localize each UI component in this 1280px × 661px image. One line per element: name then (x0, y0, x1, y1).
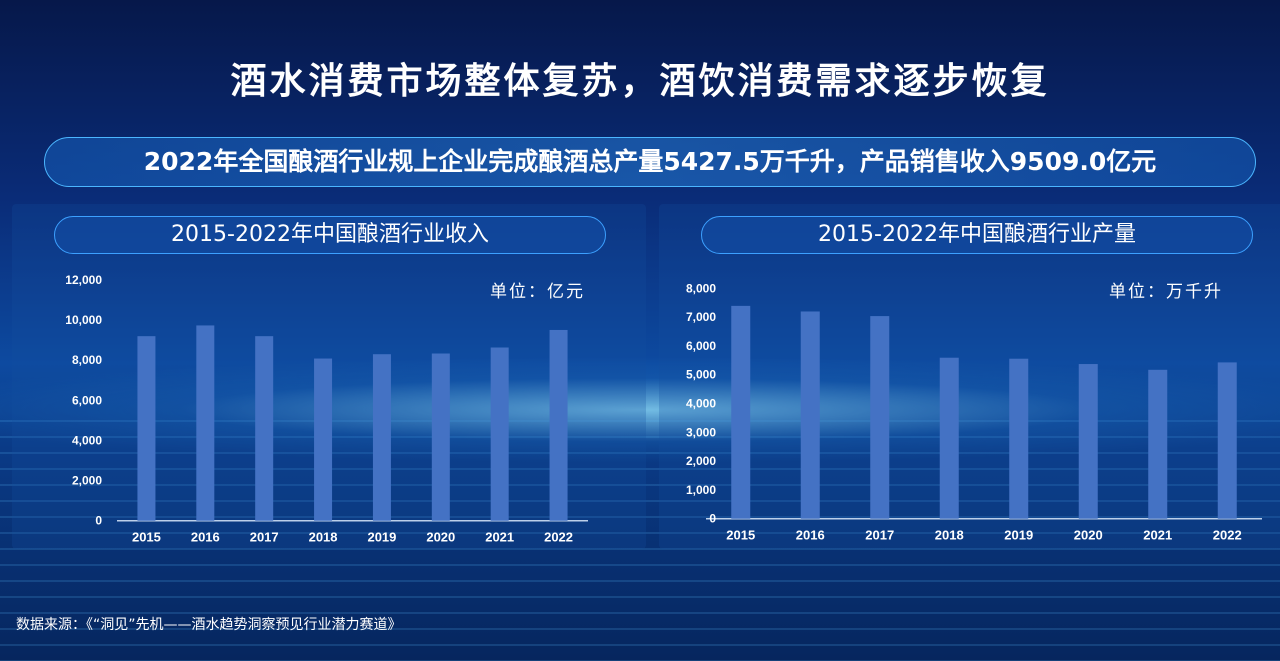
bar-2022 (549, 329, 568, 521)
bar-2020 (431, 353, 450, 521)
x-tick-label: 2021 (485, 530, 514, 545)
x-tick-label: 2019 (1004, 528, 1033, 543)
y-tick-label: 4,000 (686, 397, 716, 411)
page-title: 酒水消费市场整体复苏，酒饮消费需求逐步恢复 (230, 61, 1050, 102)
output-chart-title: 2015-2022年中国酿酒行业产量 (701, 216, 1253, 254)
bar-2016 (800, 311, 820, 519)
bar-2018 (314, 358, 333, 521)
x-tick-label: 2018 (935, 528, 964, 543)
data-source: 数据来源：《“洞见”先机——酒水趋势洞察预见行业潜力赛道》 (16, 617, 402, 633)
x-tick-label: 2022 (544, 530, 573, 545)
y-tick-label: 6,000 (686, 339, 716, 353)
x-tick-label: 2016 (796, 528, 825, 543)
y-tick-label: 3,000 (686, 425, 716, 439)
bar-2017 (870, 316, 890, 519)
y-tick-label: 1,000 (686, 483, 716, 497)
bar-2021 (1148, 369, 1168, 519)
bar-2016 (196, 325, 215, 521)
x-tick-label: 2018 (309, 530, 338, 545)
summary-banner: 2022年全国酿酒行业规上企业完成酿酒总产量5427.5万千升，产品销售收入95… (44, 137, 1256, 187)
x-tick-label: 2015 (726, 528, 755, 543)
x-tick-label: 2019 (367, 530, 396, 545)
x-tick-label: 2022 (1213, 528, 1242, 543)
output-panel: 2015-2022年中国酿酒行业产量 单位：万千升 (659, 204, 1280, 549)
x-tick-label: 2021 (1143, 528, 1172, 543)
bar-2021 (490, 347, 509, 521)
bar-2018 (939, 357, 959, 519)
x-tick-label: 2020 (426, 530, 455, 545)
y-tick-label: 0 (709, 512, 716, 526)
output-unit: 单位：万千升 (1109, 282, 1223, 302)
bar-2019 (372, 354, 391, 521)
y-tick-label: 5,000 (686, 368, 716, 382)
y-tick-label: 2,000 (72, 474, 102, 488)
x-tick-label: 2016 (191, 530, 220, 545)
y-tick-label: 8,000 (72, 353, 102, 367)
bar-2015 (137, 336, 156, 521)
y-tick-label: 6,000 (72, 393, 102, 407)
x-tick-label: 2015 (132, 530, 161, 545)
y-tick-label: 7,000 (686, 310, 716, 324)
revenue-chart-title: 2015-2022年中国酿酒行业收入 (54, 216, 606, 254)
bar-2020 (1078, 364, 1098, 519)
y-tick-label: 4,000 (72, 433, 102, 447)
revenue-unit: 单位：亿元 (490, 282, 585, 302)
bar-2019 (1009, 358, 1029, 519)
x-tick-label: 2017 (865, 528, 894, 543)
x-tick-label: 2017 (250, 530, 279, 545)
bar-2015 (731, 305, 751, 519)
bar-2022 (1217, 362, 1237, 519)
y-tick-label: 12,000 (65, 273, 102, 287)
x-tick-label: 2020 (1074, 528, 1103, 543)
y-tick-label: 10,000 (65, 313, 102, 327)
bar-2017 (255, 336, 274, 521)
y-tick-label: 0 (95, 514, 102, 528)
y-tick-label: 8,000 (686, 281, 716, 295)
y-tick-label: 2,000 (686, 454, 716, 468)
